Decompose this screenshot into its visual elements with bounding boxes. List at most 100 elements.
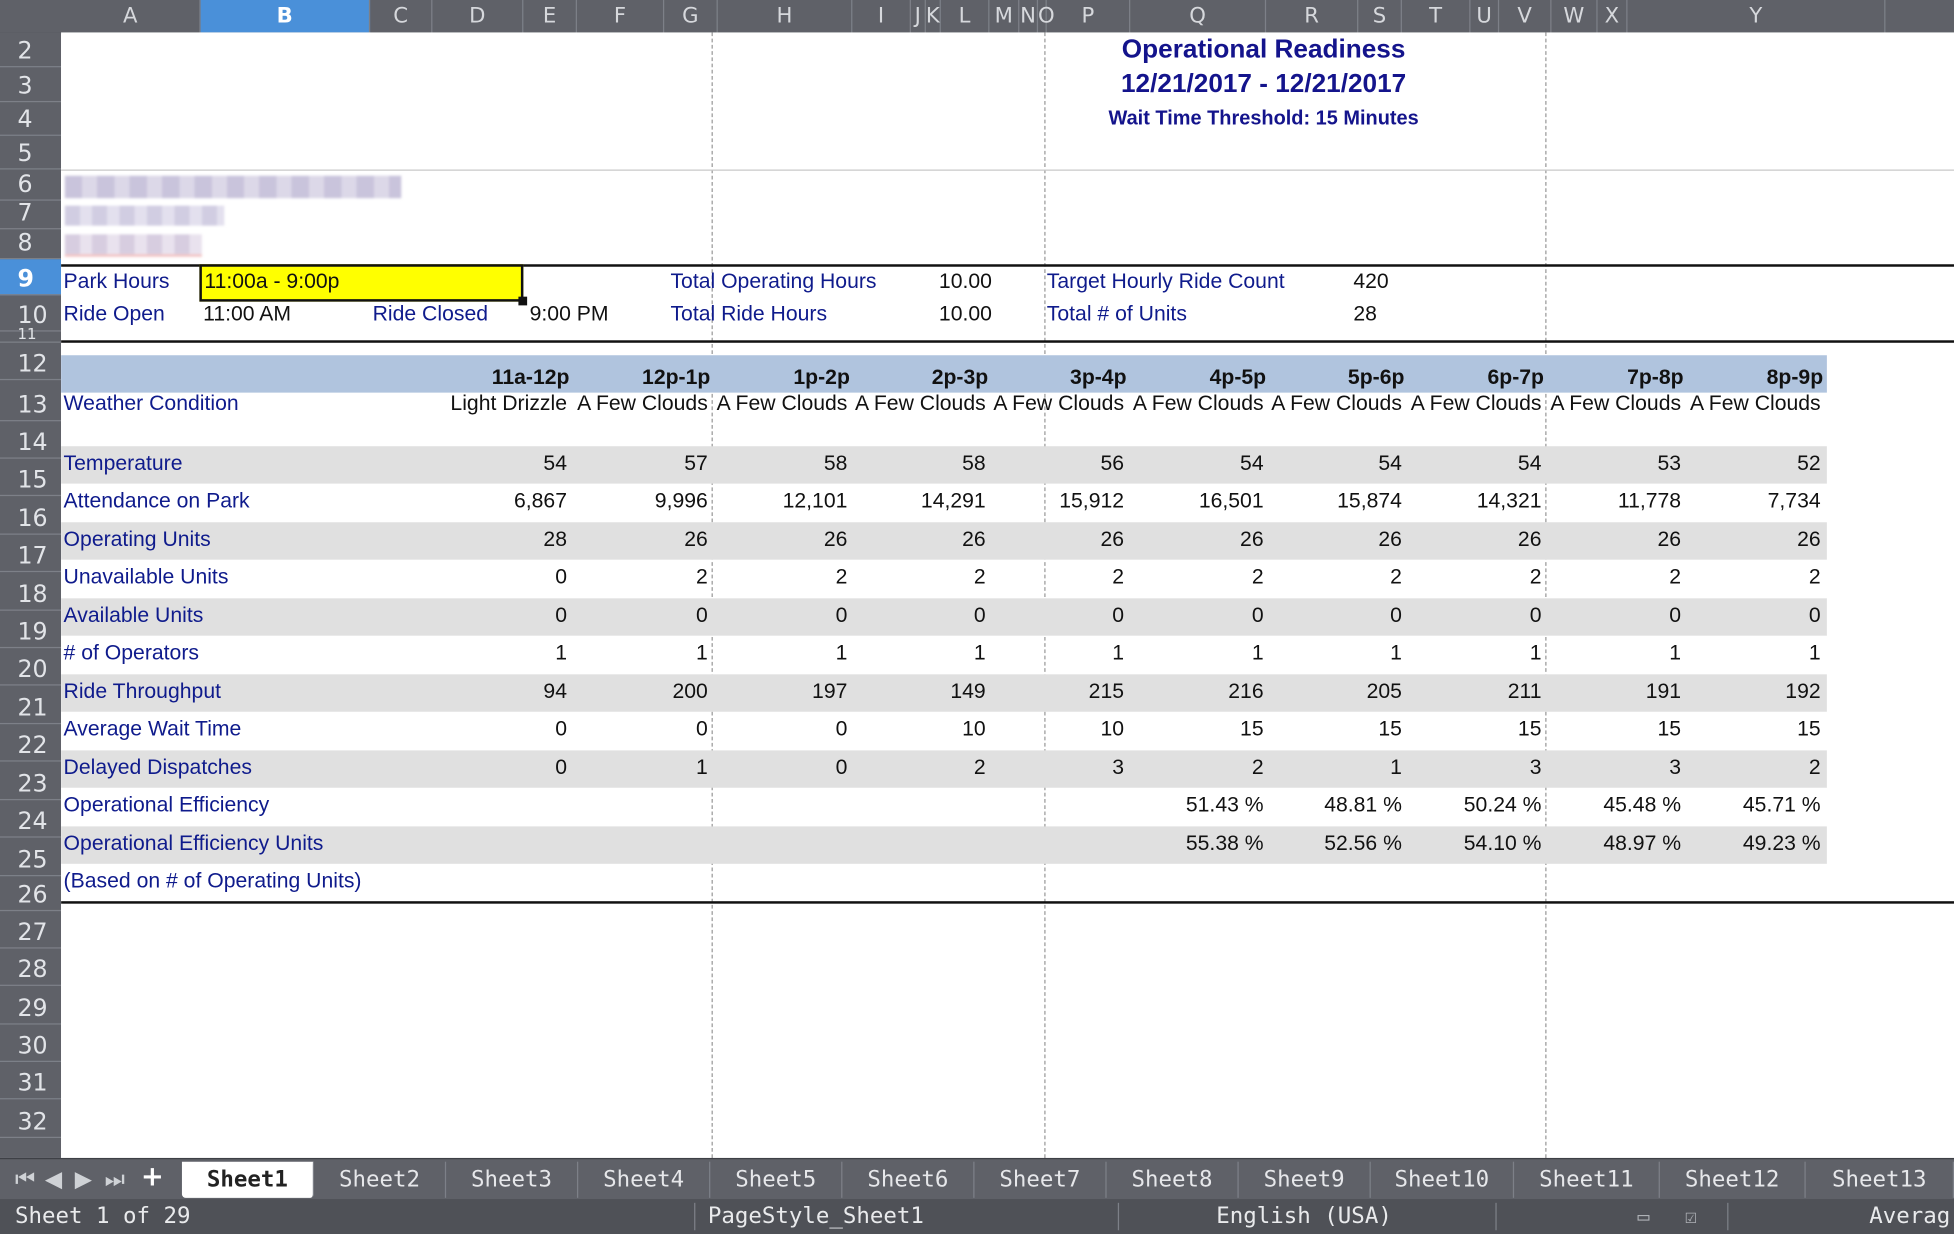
sheet-tab-4[interactable]: Sheet4 xyxy=(578,1161,711,1198)
table-cell[interactable]: 15,912 xyxy=(1059,488,1125,513)
row-header-30[interactable]: 30 xyxy=(0,1025,62,1062)
table-cell[interactable]: 15 xyxy=(1517,716,1542,741)
table-cell[interactable]: 1 xyxy=(696,755,708,780)
table-cell[interactable]: 49.23 % xyxy=(1742,831,1821,856)
row-header-31[interactable]: 31 xyxy=(0,1062,62,1100)
table-cell[interactable]: 26 xyxy=(1797,527,1821,551)
table-cell[interactable]: 192 xyxy=(1785,679,1821,704)
row-header-17[interactable]: 17 xyxy=(0,535,62,573)
row-header-13[interactable]: 13 xyxy=(0,380,62,422)
table-cell[interactable]: A Few Clouds xyxy=(855,391,986,416)
table-cell[interactable]: 0 xyxy=(696,716,708,741)
table-cell[interactable]: 0 xyxy=(1251,603,1264,627)
table-cell[interactable]: 211 xyxy=(1507,679,1542,704)
row-header-10[interactable]: 10 xyxy=(0,295,62,332)
sheet-tab-7[interactable]: Sheet7 xyxy=(975,1161,1107,1198)
sheet-tab-6[interactable]: Sheet6 xyxy=(842,1161,975,1198)
sheet-tab-5[interactable]: Sheet5 xyxy=(710,1161,843,1198)
column-header-g[interactable]: G xyxy=(664,0,718,33)
row-header-9[interactable]: 9 xyxy=(0,259,62,296)
table-cell[interactable]: 51.43 % xyxy=(1185,792,1264,817)
column-header-d[interactable]: D xyxy=(432,0,524,33)
sheet-tab-10[interactable]: Sheet10 xyxy=(1371,1161,1515,1198)
table-cell[interactable]: 205 xyxy=(1366,679,1402,704)
table-cell[interactable]: 2 xyxy=(835,564,848,589)
table-cell[interactable]: 52.56 % xyxy=(1324,831,1402,856)
sheet-tab-1[interactable]: Sheet1 xyxy=(181,1161,315,1198)
table-cell[interactable]: 0 xyxy=(835,603,848,627)
column-header-m[interactable]: M xyxy=(989,0,1020,33)
row-header-23[interactable]: 23 xyxy=(0,762,62,801)
column-header-i[interactable]: I xyxy=(852,0,911,33)
sheet-tab-2[interactable]: Sheet2 xyxy=(314,1161,447,1198)
sheet-tab-3[interactable]: Sheet3 xyxy=(446,1161,579,1198)
row-header-16[interactable]: 16 xyxy=(0,496,62,535)
table-cell[interactable]: 2 xyxy=(696,564,708,589)
table-cell[interactable]: 0 xyxy=(973,603,986,627)
table-cell[interactable]: 11,778 xyxy=(1617,488,1682,513)
column-header-l[interactable]: L xyxy=(941,0,990,33)
table-cell[interactable]: 58 xyxy=(962,451,986,475)
table-cell[interactable]: 14,291 xyxy=(920,488,986,513)
column-header-t[interactable]: T xyxy=(1402,0,1471,33)
fill-handle[interactable] xyxy=(518,296,528,306)
table-cell[interactable]: 15 xyxy=(1657,716,1682,741)
row-header-26[interactable]: 26 xyxy=(0,876,62,912)
table-cell[interactable]: 0 xyxy=(1390,603,1402,627)
row-header-29[interactable]: 29 xyxy=(0,986,62,1025)
table-cell[interactable]: 1 xyxy=(1390,755,1402,780)
column-header-f[interactable]: F xyxy=(577,0,665,33)
table-cell[interactable]: 16,501 xyxy=(1198,488,1264,513)
table-cell[interactable]: 48.81 % xyxy=(1324,792,1402,817)
row-header-7[interactable]: 7 xyxy=(0,199,62,230)
sheet-tab-8[interactable]: Sheet8 xyxy=(1107,1161,1239,1198)
column-header-n[interactable]: N xyxy=(1019,0,1039,33)
column-header-j[interactable]: J xyxy=(911,0,926,33)
table-cell[interactable]: 1 xyxy=(835,640,848,665)
table-cell[interactable]: 1 xyxy=(1112,640,1125,665)
table-cell[interactable]: A Few Clouds xyxy=(716,391,848,416)
table-cell[interactable]: 45.48 % xyxy=(1603,792,1682,817)
row-header-3[interactable]: 3 xyxy=(0,67,62,103)
sheet-tab-11[interactable]: Sheet11 xyxy=(1514,1161,1660,1198)
table-cell[interactable]: 54 xyxy=(543,451,568,475)
table-cell[interactable]: 52 xyxy=(1797,451,1821,475)
table-cell[interactable]: 2 xyxy=(973,755,986,780)
table-cell[interactable]: 10 xyxy=(962,716,986,741)
table-cell[interactable]: 3 xyxy=(1112,755,1125,780)
row-header-20[interactable]: 20 xyxy=(0,648,62,686)
sheet-tab-9[interactable]: Sheet9 xyxy=(1239,1161,1371,1198)
next-sheet-icon[interactable]: ▶ xyxy=(74,1166,93,1193)
active-cell[interactable]: 11:00a - 9:00p xyxy=(199,264,528,306)
table-cell[interactable]: 26 xyxy=(962,527,986,551)
table-cell[interactable]: 3 xyxy=(1669,755,1682,780)
table-cell[interactable]: 26 xyxy=(1517,527,1542,551)
table-cell[interactable]: 6,867 xyxy=(513,488,568,513)
table-cell[interactable]: 0 xyxy=(1669,603,1682,627)
row-header-32[interactable]: 32 xyxy=(0,1099,62,1139)
table-cell[interactable]: 2 xyxy=(1808,564,1821,589)
column-header-k[interactable]: K xyxy=(926,0,941,33)
table-cell[interactable]: 55.38 % xyxy=(1185,831,1264,856)
column-header-s[interactable]: S xyxy=(1358,0,1402,33)
table-cell[interactable]: 191 xyxy=(1645,679,1682,704)
table-cell[interactable]: 215 xyxy=(1088,679,1125,704)
table-cell[interactable]: 48.97 % xyxy=(1603,831,1682,856)
row-header-24[interactable]: 24 xyxy=(0,800,62,838)
row-header-5[interactable]: 5 xyxy=(0,136,62,170)
column-header-y[interactable]: Y xyxy=(1627,0,1886,33)
row-header-18[interactable]: 18 xyxy=(0,572,62,611)
column-header-c[interactable]: C xyxy=(370,0,433,33)
table-cell[interactable]: 26 xyxy=(684,527,708,551)
column-header-p[interactable]: P xyxy=(1047,0,1131,33)
table-cell[interactable]: 1 xyxy=(1251,640,1264,665)
table-cell[interactable]: 26 xyxy=(1657,527,1682,551)
table-cell[interactable]: A Few Clouds xyxy=(1132,391,1264,416)
table-cell[interactable]: 58 xyxy=(823,451,848,475)
page-style[interactable]: PageStyle_Sheet1 xyxy=(707,1202,924,1230)
table-cell[interactable]: A Few Clouds xyxy=(577,391,708,416)
column-header-x[interactable]: X xyxy=(1598,0,1628,33)
row-header-14[interactable]: 14 xyxy=(0,421,62,459)
table-cell[interactable]: 57 xyxy=(684,451,708,475)
table-cell[interactable]: 0 xyxy=(835,716,848,741)
